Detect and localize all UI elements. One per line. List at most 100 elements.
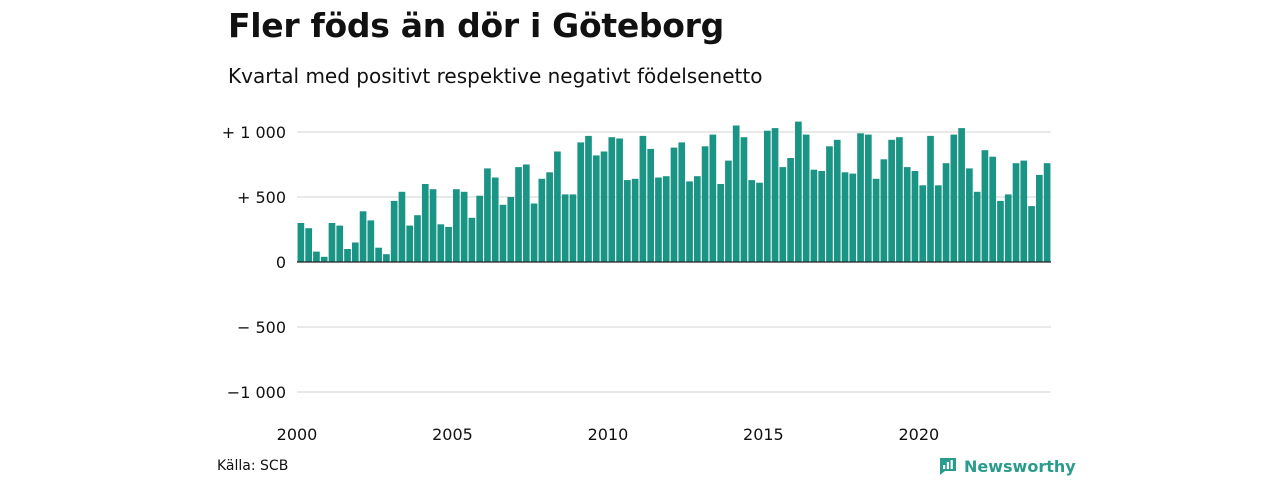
bar: [973, 191, 981, 262]
bar: [732, 125, 740, 262]
bar: [818, 171, 826, 262]
bar: [1012, 163, 1020, 262]
bar: [709, 134, 717, 262]
bar: [305, 228, 312, 262]
bar: [375, 247, 382, 262]
bar: [919, 185, 927, 262]
bar: [297, 223, 305, 262]
bar: [872, 178, 880, 262]
bar: [748, 180, 756, 262]
bar: [942, 163, 950, 262]
bar: [507, 197, 515, 262]
bar: [1036, 174, 1043, 262]
bar: [631, 178, 639, 262]
bar: [678, 142, 686, 262]
bar: [585, 135, 592, 262]
bar: [958, 128, 965, 262]
bar: [864, 134, 872, 262]
bar: [717, 184, 724, 262]
chart-subtitle: Kvartal med positivt respektive negativt…: [228, 64, 763, 88]
bar: [383, 254, 390, 262]
newsworthy-logo-icon: [940, 458, 956, 475]
bar: [686, 181, 693, 262]
bar: [647, 148, 655, 262]
bar: [911, 171, 919, 262]
bar: [616, 138, 623, 262]
bar: [1020, 160, 1028, 262]
bar: [313, 251, 320, 262]
bar: [522, 164, 530, 262]
bar: [934, 185, 942, 262]
y-tick-label: 0: [276, 253, 286, 272]
y-tick-label: + 500: [237, 188, 286, 207]
bar: [810, 169, 818, 262]
bar: [344, 249, 351, 262]
bar: [453, 189, 460, 262]
bar: [600, 151, 608, 262]
bar: [763, 130, 771, 262]
bar: [561, 194, 569, 262]
bar: [857, 133, 864, 262]
bar: [693, 176, 701, 262]
bar: [437, 224, 445, 262]
bar: [841, 172, 849, 262]
bar: [468, 217, 476, 262]
bar: [624, 180, 631, 262]
bar: [491, 177, 499, 262]
bar: [429, 189, 437, 262]
bar: [896, 137, 903, 262]
bar: [1004, 194, 1012, 262]
chart-title: Fler föds än dör i Göteborg: [228, 6, 724, 45]
bar: [740, 137, 748, 262]
bar: [771, 128, 779, 262]
y-tick-label: −1 000: [227, 383, 286, 402]
bar: [1028, 206, 1035, 262]
bar: [359, 211, 367, 262]
bar: [398, 191, 406, 262]
bar: [655, 177, 662, 262]
bar: [670, 147, 678, 262]
y-tick-label: + 1 000: [222, 123, 286, 142]
bar: [351, 242, 359, 262]
bars: [297, 121, 1051, 262]
x-tick-label: 2010: [588, 425, 629, 444]
bar: [320, 256, 328, 262]
bar: [484, 168, 491, 262]
bar: [336, 225, 344, 262]
bar: [569, 194, 577, 262]
bar: [592, 155, 600, 262]
brand[interactable]: Newsworthy: [938, 456, 1076, 476]
axes: + 1 000 + 500 0 − 500 −1 000 2000 2005 2010 2015…: [222, 123, 1051, 444]
x-tick-label: 2000: [277, 425, 318, 444]
bar: [966, 168, 973, 262]
bar: [406, 225, 414, 262]
bar: [880, 159, 888, 262]
bar: [367, 220, 375, 262]
bar: [554, 151, 561, 262]
bar: [849, 173, 857, 262]
bar: [390, 200, 398, 262]
bar: [577, 142, 585, 262]
bar: [833, 139, 841, 262]
bar: [499, 204, 507, 262]
bar: [515, 167, 522, 262]
bar: [476, 195, 484, 262]
bar: [414, 215, 421, 262]
source-note: Källa: SCB: [217, 458, 289, 474]
bar: [530, 203, 538, 262]
bar: [787, 158, 794, 262]
y-tick-label: − 500: [237, 318, 286, 337]
x-tick-label: 2020: [899, 425, 940, 444]
bar: [445, 226, 452, 262]
bar: [826, 146, 833, 262]
bar: [981, 150, 989, 262]
bar: [639, 135, 647, 262]
x-tick-label: 2015: [743, 425, 784, 444]
bar: [608, 137, 616, 262]
bar: [903, 167, 911, 262]
bar: [989, 156, 997, 262]
bar: [460, 191, 468, 262]
bar: [802, 134, 810, 262]
bar: [538, 178, 546, 262]
